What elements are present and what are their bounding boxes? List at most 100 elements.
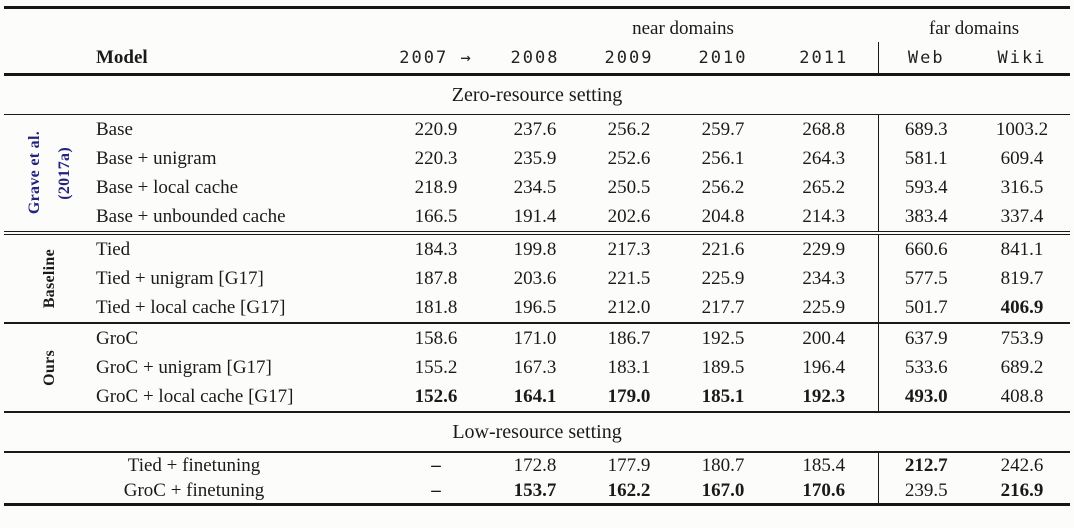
value-cell: 220.9 (414, 118, 458, 140)
table-row: Tied + local cache [G17] 181.8 196.5 212.0 2… (4, 293, 1071, 323)
value-cell: 581.1 (877, 144, 975, 173)
group-label-text: Grave et al. (26, 131, 43, 215)
table-row: Grave et al. (2017a) Base 220.9 237.6 256.2 25… (4, 114, 1070, 215)
value-cell: 225.9 (802, 296, 846, 318)
column-header-2008: 2008 (510, 47, 560, 68)
value-cell: 179.0 (607, 385, 651, 407)
value-cell: 167.0 (701, 479, 745, 501)
value-cell: 158.6 (414, 327, 458, 349)
value-cell: 533.6 (877, 353, 975, 382)
table-row: Base + unigram 220.3 235.9 252.6 256.1 264.3 5… (4, 144, 1070, 173)
value-cell: 819.7 (1000, 267, 1044, 289)
value-cell: 181.8 (414, 296, 458, 318)
value-cell: 256.1 (701, 147, 745, 169)
table-row: GroC + local cache [G17] 152.6 164.1 179.0 1… (4, 382, 1071, 412)
column-header-2011: 2011 (799, 47, 849, 68)
column-header-wiki: Wiki (997, 47, 1047, 68)
value-cell: 689.3 (877, 114, 975, 144)
value-cell: 250.5 (607, 176, 651, 198)
value-cell: 185.4 (802, 454, 846, 476)
column-header-2010: 2010 (698, 47, 748, 68)
value-cell: 212.7 (877, 452, 975, 478)
value-cell: 753.9 (1000, 327, 1044, 349)
table-row: Tied + finetuning – 172.8 177.9 180.7 185.4 21… (4, 452, 1070, 478)
value-cell: – (431, 454, 441, 476)
value-cell: 177.9 (607, 454, 651, 476)
value-cell: 593.4 (877, 173, 975, 202)
value-cell: 216.9 (1000, 479, 1044, 501)
value-cell: 689.2 (1000, 356, 1044, 378)
value-cell: 242.6 (1000, 454, 1044, 476)
value-cell: 268.8 (802, 118, 846, 140)
group-label-text: Baseline (41, 248, 58, 309)
section-title: Low-resource setting (452, 420, 622, 443)
model-name: Tied + unigram [G17] (96, 267, 264, 289)
group-label: Baseline (4, 233, 96, 323)
value-cell: 237.6 (513, 118, 557, 140)
group-label: Grave et al. (2017a) (4, 115, 96, 234)
value-cell: 577.5 (877, 264, 975, 293)
value-cell: 609.4 (1000, 147, 1044, 169)
table-row: Tied + unigram [G17] 187.8 203.6 221.5 225.9… (4, 264, 1070, 293)
model-name: GroC + finetuning (123, 479, 265, 501)
section-title: Zero-resource setting (451, 83, 623, 106)
value-cell: 235.9 (513, 147, 557, 169)
zero-resource-title-row: Zero-resource setting (4, 75, 1071, 115)
model-name: Base (96, 118, 133, 140)
value-cell: 239.5 (877, 478, 975, 505)
low-resource-section: Low-resource setting Tied + finetuning – 1… (4, 412, 1071, 505)
value-cell: 199.8 (513, 238, 557, 260)
value-cell: 252.6 (607, 147, 651, 169)
group-label: Ours (4, 323, 96, 412)
value-cell: 184.3 (414, 238, 458, 260)
value-cell: 166.5 (414, 205, 458, 227)
value-cell: 192.5 (701, 327, 745, 349)
table-row: Base + local cache 218.9 234.5 250.5 256.2 26… (4, 173, 1070, 202)
far-domains-header: far domains (928, 18, 1020, 39)
model-name: Base + local cache (96, 176, 239, 198)
value-cell: 212.0 (607, 296, 651, 318)
header-spacer (4, 42, 96, 75)
value-cell: 218.9 (414, 176, 458, 198)
value-cell: 259.7 (701, 118, 745, 140)
value-cell: 234.3 (802, 267, 846, 289)
value-cell: 265.2 (802, 176, 846, 198)
value-cell: 189.5 (701, 356, 745, 378)
value-cell: 221.5 (607, 267, 651, 289)
value-cell: 196.5 (513, 296, 557, 318)
value-cell: 256.2 (701, 176, 745, 198)
results-table: near domains far domains Model 2007 → 20… (4, 6, 1071, 506)
value-cell: 167.3 (513, 356, 557, 378)
table-row: GroC + finetuning – 153.7 162.2 167.0 170.6 23… (4, 478, 1070, 505)
value-cell: 191.4 (513, 205, 557, 227)
column-header-web: Web (877, 42, 975, 75)
table-row: Base + unbounded cache 166.5 191.4 202.6 204… (4, 202, 1071, 233)
value-cell: 192.3 (802, 385, 846, 407)
value-cell: 203.6 (513, 267, 557, 289)
model-column-header: Model (96, 46, 148, 68)
near-domains-header: near domains (632, 18, 734, 39)
value-cell: 1003.2 (995, 118, 1049, 140)
value-cell: 316.5 (1000, 176, 1044, 198)
column-header-row: Model 2007 → 2008 2009 2010 2011 Web Wik… (4, 42, 1071, 75)
value-cell: 214.3 (802, 205, 846, 227)
zero-resource-section: Zero-resource setting Grave et al. (2017a… (4, 75, 1071, 412)
value-cell: 170.6 (802, 479, 846, 501)
model-name: GroC (96, 327, 139, 349)
value-cell: 185.1 (701, 385, 745, 407)
value-cell: 337.4 (1000, 205, 1044, 227)
value-cell: 225.9 (701, 267, 745, 289)
value-cell: 153.7 (513, 479, 557, 501)
value-cell: 383.4 (877, 202, 975, 233)
value-cell: 164.1 (513, 385, 557, 407)
table-row: Ours GroC 158.6 171.0 186.7 192.5 200.4 637.9 75… (4, 323, 1070, 385)
value-cell: 841.1 (1000, 238, 1044, 260)
value-cell: 200.4 (802, 327, 846, 349)
value-cell: 196.4 (802, 356, 846, 378)
value-cell: – (431, 479, 441, 501)
value-cell: 406.9 (1000, 296, 1044, 318)
group-label-text: Ours (41, 349, 58, 386)
value-cell: 229.9 (802, 238, 846, 260)
column-header-2007: 2007 → (399, 47, 473, 68)
value-cell: 408.8 (1000, 385, 1044, 407)
